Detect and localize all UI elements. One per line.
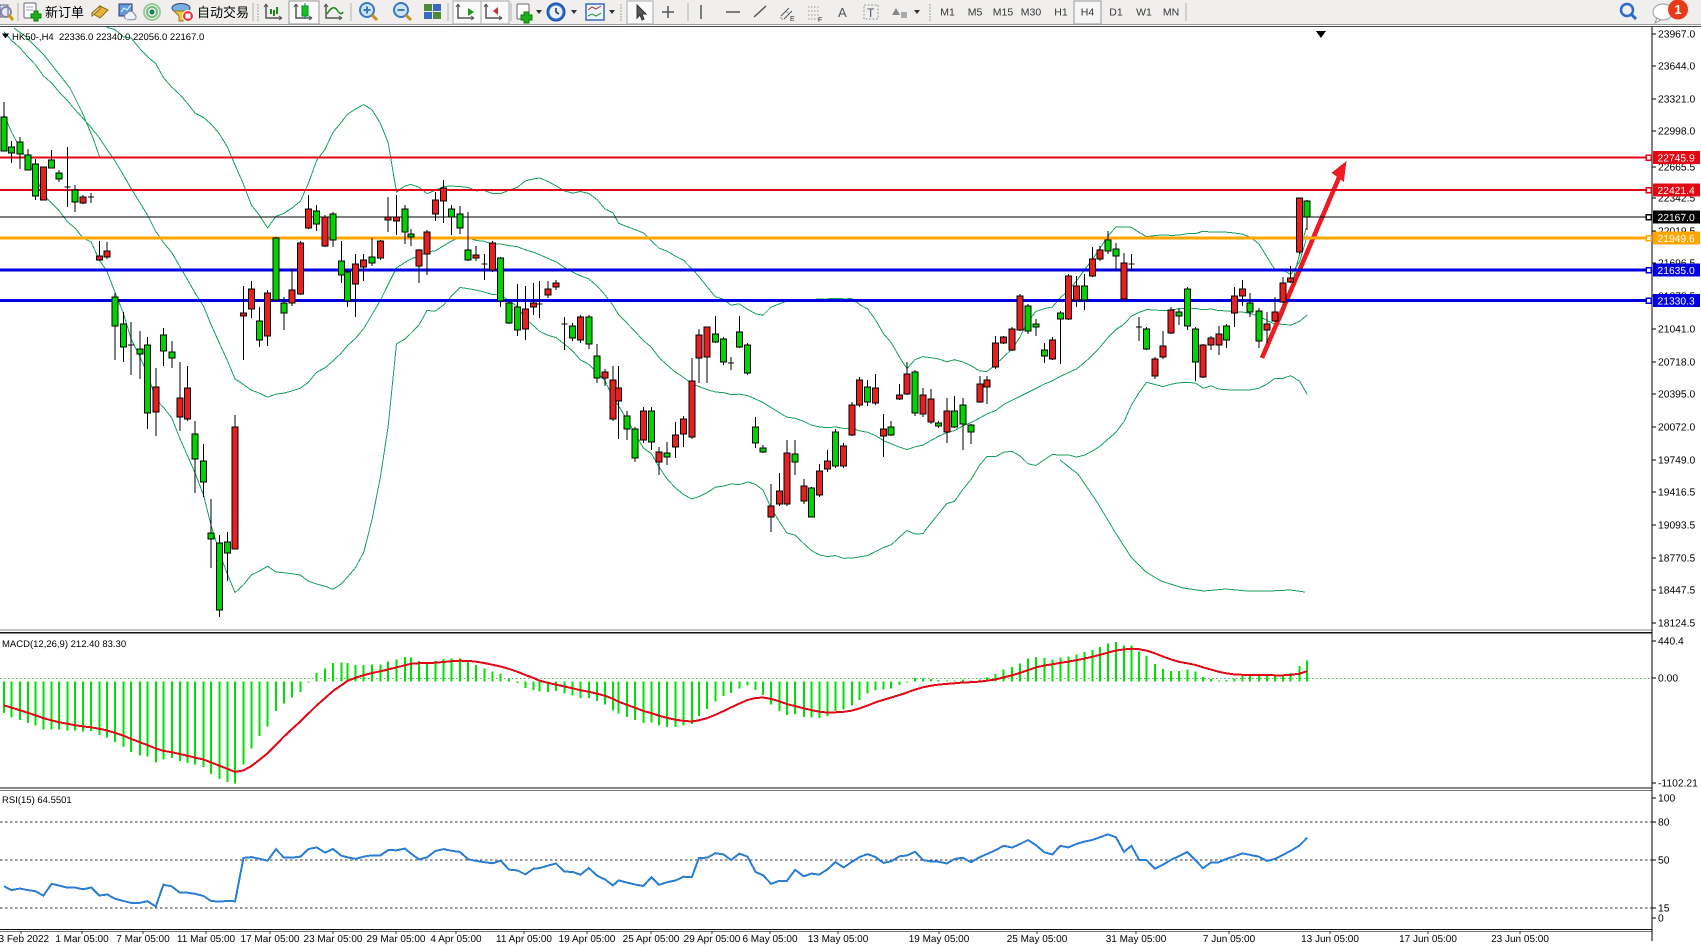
svg-text:22421.4: 22421.4 (1658, 186, 1695, 197)
svg-text:13 May 05:00: 13 May 05:00 (808, 934, 869, 945)
svg-text:W1: W1 (1136, 7, 1152, 19)
svg-text:440.4: 440.4 (1658, 637, 1684, 648)
svg-text:20718.0: 20718.0 (1658, 358, 1695, 369)
svg-text:22665.5: 22665.5 (1658, 163, 1695, 174)
svg-text:20072.0: 20072.0 (1658, 423, 1695, 434)
svg-text:21041.0: 21041.0 (1658, 325, 1695, 336)
svg-text:17 Jun 05:00: 17 Jun 05:00 (1399, 934, 1457, 945)
svg-text:E: E (790, 16, 795, 23)
svg-text:0: 0 (1658, 914, 1664, 925)
svg-text:50: 50 (1658, 856, 1670, 867)
svg-text:31 May 05:00: 31 May 05:00 (1106, 934, 1167, 945)
svg-text:20395.0: 20395.0 (1658, 390, 1695, 401)
svg-text:MN: MN (1163, 7, 1179, 19)
svg-text:M30: M30 (1021, 7, 1042, 19)
svg-text:新订单: 新订单 (45, 5, 84, 20)
svg-text:22167.0: 22167.0 (1658, 213, 1695, 224)
svg-text:21635.0: 21635.0 (1658, 266, 1695, 277)
svg-text:18447.5: 18447.5 (1658, 586, 1695, 597)
svg-text:23 Jun 05:00: 23 Jun 05:00 (1491, 934, 1549, 945)
svg-text:23 Feb 2022: 23 Feb 2022 (0, 934, 50, 945)
svg-text:80: 80 (1658, 818, 1670, 829)
svg-text:19 Apr 05:00: 19 Apr 05:00 (559, 934, 616, 945)
svg-text:22342.5: 22342.5 (1658, 194, 1695, 205)
svg-text:M15: M15 (993, 7, 1014, 19)
svg-text:RSI(15) 64.5501: RSI(15) 64.5501 (2, 795, 72, 806)
svg-text:11 Mar 05:00: 11 Mar 05:00 (177, 934, 236, 945)
svg-text:H1: H1 (1054, 7, 1068, 19)
svg-text:F: F (818, 17, 822, 24)
svg-text:29 Mar 05:00: 29 Mar 05:00 (367, 934, 426, 945)
svg-text:1: 1 (1674, 2, 1681, 17)
svg-text:23967.0: 23967.0 (1658, 30, 1695, 41)
svg-text:21949.6: 21949.6 (1658, 234, 1695, 245)
svg-text:25 May 05:00: 25 May 05:00 (1007, 934, 1068, 945)
svg-text:100: 100 (1658, 794, 1675, 805)
svg-text:-1102.21: -1102.21 (1658, 779, 1698, 790)
svg-text:25 Apr 05:00: 25 Apr 05:00 (623, 934, 680, 945)
svg-text:22745.9: 22745.9 (1658, 154, 1695, 165)
svg-text:17 Mar 05:00: 17 Mar 05:00 (241, 934, 300, 945)
svg-text:4 Apr 05:00: 4 Apr 05:00 (430, 934, 482, 945)
svg-text:11 Apr 05:00: 11 Apr 05:00 (496, 934, 552, 945)
svg-text:23644.0: 23644.0 (1658, 62, 1695, 73)
svg-text:自动交易: 自动交易 (197, 5, 249, 20)
svg-text:23 Mar 05:00: 23 Mar 05:00 (304, 934, 363, 945)
svg-text:19749.0: 19749.0 (1658, 456, 1695, 467)
svg-text:18770.5: 18770.5 (1658, 554, 1695, 565)
svg-text:19416.5: 19416.5 (1658, 488, 1695, 499)
svg-text:6 May 05:00: 6 May 05:00 (742, 934, 797, 945)
svg-text:D1: D1 (1109, 7, 1123, 19)
svg-text:22998.0: 22998.0 (1658, 127, 1695, 138)
svg-text:13 Jun 05:00: 13 Jun 05:00 (1301, 934, 1359, 945)
svg-text:21330.3: 21330.3 (1658, 297, 1695, 308)
svg-text:29 Apr 05:00: 29 Apr 05:00 (684, 934, 741, 945)
svg-text:M5: M5 (968, 7, 983, 19)
svg-text:H4: H4 (1081, 7, 1095, 19)
svg-text:15: 15 (1658, 904, 1670, 915)
svg-text:7 Jun 05:00: 7 Jun 05:00 (1203, 934, 1256, 945)
svg-text:1 Mar 05:00: 1 Mar 05:00 (55, 934, 109, 945)
svg-text:19 May 05:00: 19 May 05:00 (909, 934, 970, 945)
svg-text:19093.5: 19093.5 (1658, 521, 1695, 532)
svg-text:23321.0: 23321.0 (1658, 95, 1695, 106)
svg-text:0.00: 0.00 (1658, 674, 1678, 685)
svg-text:A: A (838, 5, 847, 20)
svg-text:T: T (867, 6, 875, 20)
svg-text:M1: M1 (940, 7, 955, 19)
svg-text:18124.5: 18124.5 (1658, 619, 1695, 630)
svg-text:HK50-,H4 22336.0 22340.0 2205: HK50-,H4 22336.0 22340.0 22056.0 22167.0 (12, 32, 204, 43)
svg-text:MACD(12,26,9) 212.40 83.30: MACD(12,26,9) 212.40 83.30 (2, 639, 126, 650)
svg-text:7 Mar 05:00: 7 Mar 05:00 (116, 934, 170, 945)
